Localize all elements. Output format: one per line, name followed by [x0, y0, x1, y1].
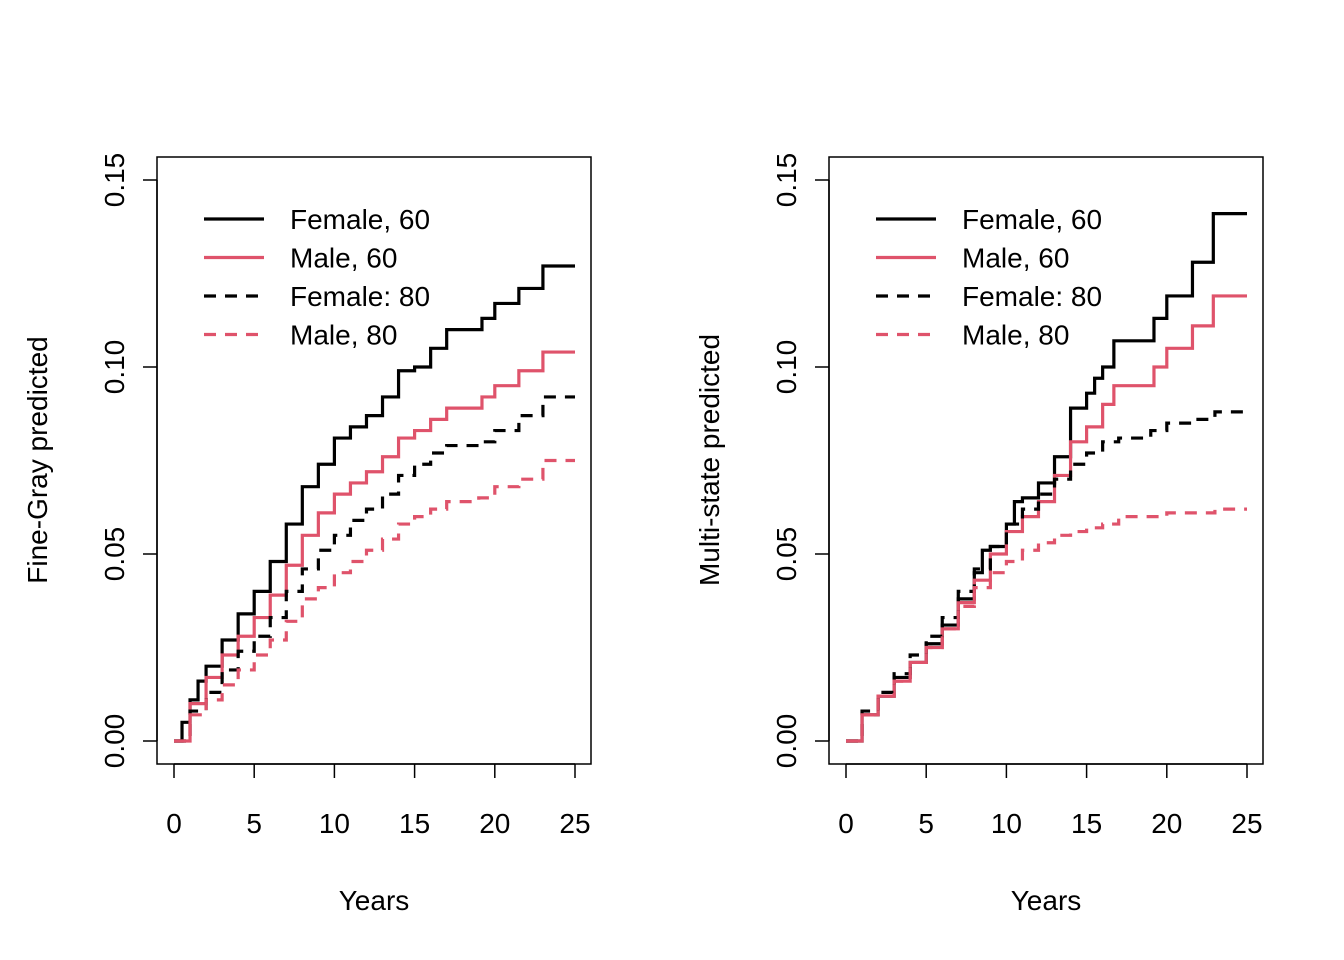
multi-state-panel: Years Multi-state predicted 0 5 10 15 20 25 0.… [694, 153, 1264, 916]
x-tick-label: 10 [991, 808, 1022, 839]
x-tick-label: 5 [246, 808, 262, 839]
x-axis-label: Years [339, 885, 410, 916]
x-tick-label: 25 [559, 808, 590, 839]
y-tick-label: 0.10 [99, 340, 130, 395]
x-axis-label: Years [1011, 885, 1082, 916]
x-tick-label: 0 [838, 808, 854, 839]
y-tick-label: 0.00 [99, 714, 130, 769]
y-axis-label: Fine-Gray predicted [22, 336, 53, 583]
legend-label: Female: 80 [962, 281, 1102, 312]
legend-label: Male, 80 [962, 320, 1069, 351]
y-axis-label: Multi-state predicted [694, 334, 725, 586]
legend-label: Female: 80 [290, 281, 430, 312]
series-line [174, 264, 575, 743]
legend-label: Male, 60 [290, 243, 397, 274]
x-tick-label: 15 [399, 808, 430, 839]
legend-label: Male, 60 [962, 243, 1069, 274]
x-tick-label: 15 [1071, 808, 1102, 839]
series-line [846, 410, 1247, 743]
y-tick-label: 0.05 [771, 527, 802, 582]
x-tick-label: 25 [1231, 808, 1262, 839]
legend-label: Female, 60 [962, 204, 1102, 235]
x-tick-label: 20 [1151, 808, 1182, 839]
fine-gray-panel: Years Fine-Gray predicted 0 5 10 15 20 25 0.00… [22, 153, 592, 916]
series-line [174, 395, 575, 743]
y-tick-label: 0.15 [99, 153, 130, 208]
y-tick-label: 0.05 [99, 527, 130, 582]
x-tick-label: 5 [918, 808, 934, 839]
series-line [846, 507, 1247, 743]
y-tick-label: 0.10 [771, 340, 802, 395]
y-tick-label: 0.00 [771, 714, 802, 769]
legend-label: Female, 60 [290, 204, 430, 235]
x-tick-label: 0 [166, 808, 182, 839]
y-tick-label: 0.15 [771, 153, 802, 208]
x-tick-label: 20 [479, 808, 510, 839]
series-line [174, 458, 575, 743]
legend-label: Male, 80 [290, 320, 397, 351]
series-line [174, 350, 575, 743]
x-tick-label: 10 [319, 808, 350, 839]
